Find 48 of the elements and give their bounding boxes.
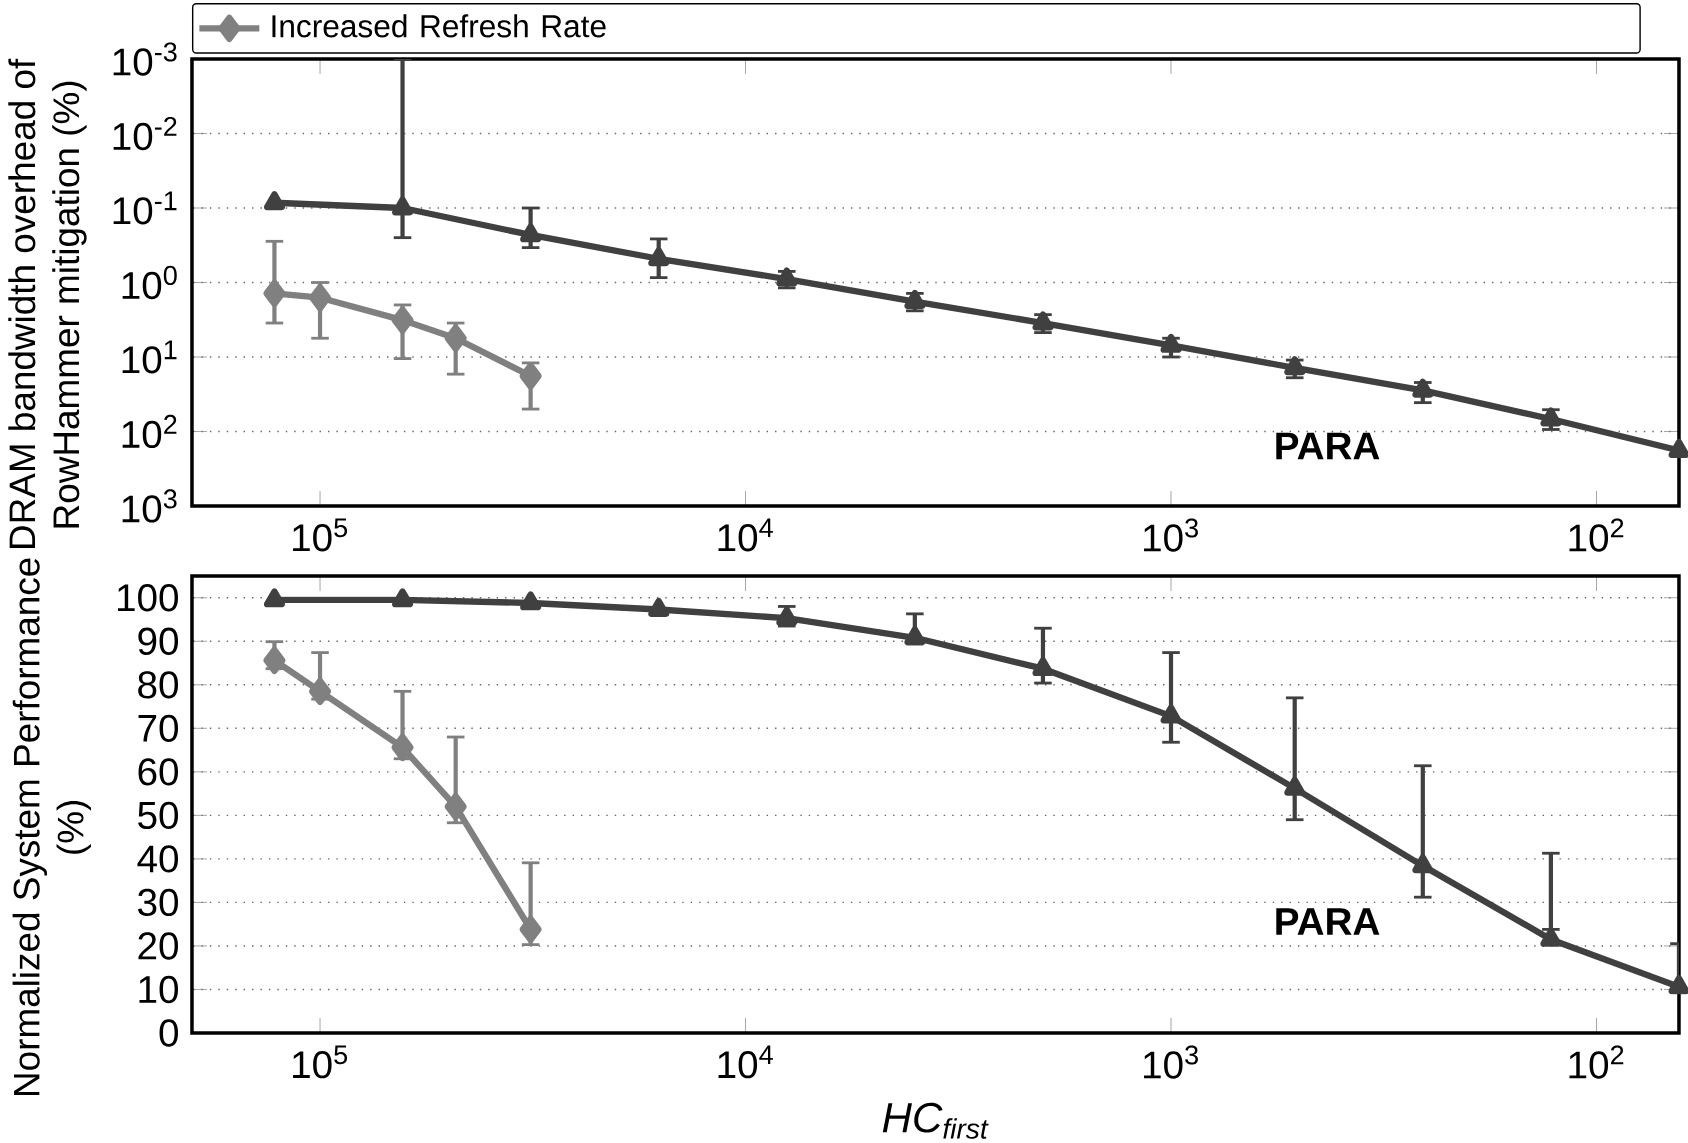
point xyxy=(263,279,286,308)
y-tick-label: 0 xyxy=(159,1019,179,1047)
legend-label: Increased Refresh Rate xyxy=(272,14,606,38)
point xyxy=(392,588,413,608)
series-label: PARA xyxy=(1276,908,1380,935)
x-tick-label: 10$^{4}$ xyxy=(718,518,773,552)
point xyxy=(520,591,542,611)
y-tick-label: 10$^{0}$ xyxy=(122,265,177,300)
point xyxy=(263,646,286,675)
y-tick-label: 30 xyxy=(138,888,178,917)
point xyxy=(1540,927,1562,947)
x-tick-label: 10$^{3}$ xyxy=(1144,518,1198,552)
y-axis-title: DRAM bandwidth overhead of RowHammer mitigation (%) xyxy=(8,58,87,548)
point xyxy=(1284,776,1306,796)
x-tick-label: 10$^{3}$ xyxy=(1144,1045,1198,1079)
y-tick-label: 20 xyxy=(138,932,178,960)
y-tick-label: 10$^{-1}$ xyxy=(113,191,177,225)
x-tick-label: 10$^{5}$ xyxy=(293,518,348,552)
y-tick-label: 10$^{-3}$ xyxy=(113,42,177,76)
y-tick-label: 10$^{3}$ xyxy=(122,489,177,523)
x-tick-label: 10$^{2}$ xyxy=(1569,1045,1624,1079)
y-tick-label: 70 xyxy=(138,714,178,743)
series-label: PARA xyxy=(1276,432,1380,460)
point xyxy=(648,247,670,267)
point xyxy=(263,588,285,608)
point xyxy=(520,223,542,243)
point xyxy=(263,191,285,211)
point xyxy=(1412,378,1434,398)
y-tick-label: 90 xyxy=(138,627,178,655)
x-tick-label: 10$^{5}$ xyxy=(293,1045,348,1079)
y-tick-label: 10$^{-2}$ xyxy=(113,116,177,151)
point xyxy=(1412,854,1434,874)
y-tick-label: 10$^{2}$ xyxy=(122,414,177,449)
y-tick-label: 50 xyxy=(138,801,178,830)
point xyxy=(392,196,413,216)
y-tick-label: 40 xyxy=(137,845,178,873)
y-tick-label: 80 xyxy=(138,671,178,699)
x-axis-title: HC$_{first}$ xyxy=(882,1102,989,1139)
y-tick-label: 100 xyxy=(117,584,178,612)
y-tick-label: 10$^{1}$ xyxy=(122,340,177,374)
y-tick-label: 60 xyxy=(138,758,178,786)
point xyxy=(1668,438,1688,458)
point xyxy=(648,597,670,617)
x-tick-label: 10$^{4}$ xyxy=(718,1045,773,1079)
point xyxy=(904,626,926,646)
y-tick-label: 10 xyxy=(139,975,178,1004)
y-axis-title: Normalized System Performance (%) xyxy=(12,558,91,1096)
x-tick-label: 10$^{2}$ xyxy=(1569,518,1624,552)
